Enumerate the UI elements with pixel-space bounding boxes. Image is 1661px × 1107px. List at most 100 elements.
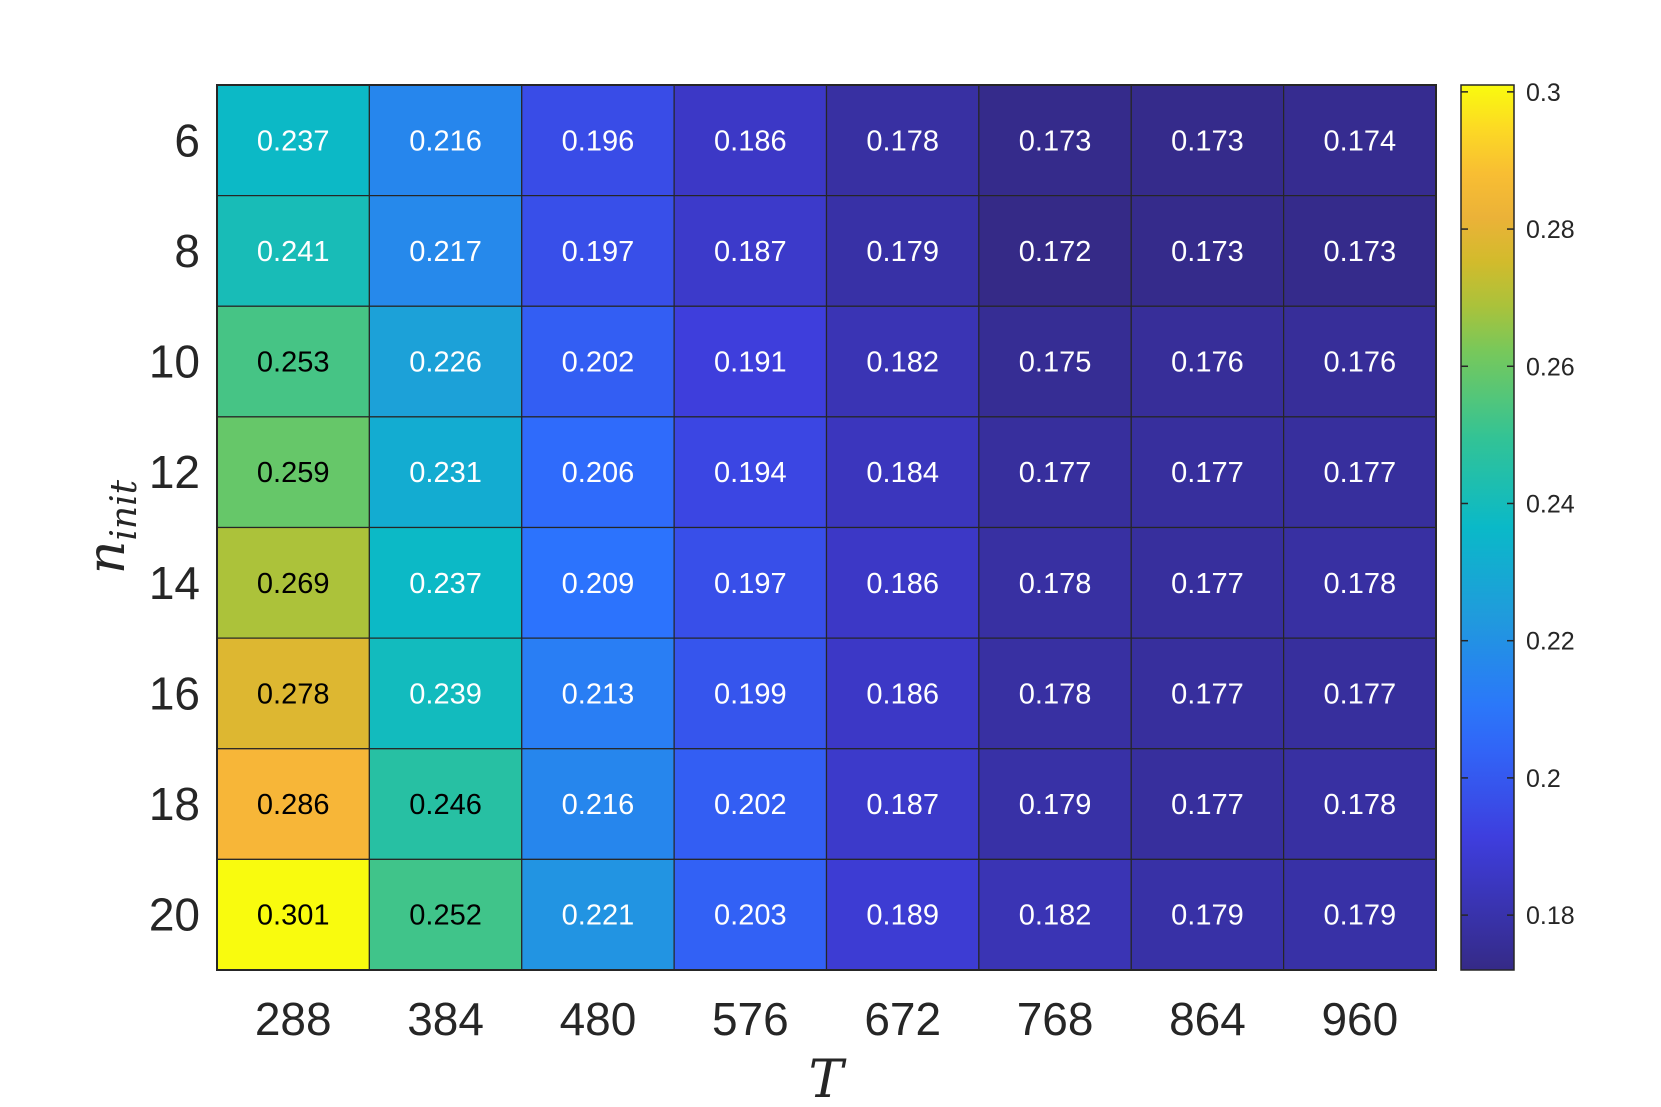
cell-value-label: 0.177: [1171, 789, 1244, 821]
y-tick-label: 12: [149, 446, 200, 498]
cell-value-label: 0.209: [562, 568, 635, 600]
cell-value-label: 0.206: [562, 457, 635, 489]
cell-value-label: 0.216: [409, 125, 482, 157]
cell-value-label: 0.196: [562, 125, 635, 157]
heatmap-cell: [1283, 748, 1437, 860]
colorbar: [1460, 84, 1515, 971]
heatmap-cell: [673, 305, 828, 418]
heatmap-cell: [825, 637, 980, 750]
x-tick-label: 288: [255, 993, 332, 1045]
y-tick-labels: 6 8 10 12 14 16 18 20: [149, 114, 200, 940]
y-tick-label: 10: [149, 336, 200, 388]
cell-value-label: 0.179: [1019, 789, 1092, 821]
colorbar-tick-label: 0.2: [1526, 765, 1561, 793]
cell-value-label: 0.203: [714, 900, 787, 932]
cell-value-label: 0.246: [409, 789, 482, 821]
cell-value-label: 0.226: [409, 347, 482, 379]
cell-value-label: 0.178: [1324, 568, 1397, 600]
heatmap-cell: [825, 526, 980, 639]
cell-value-label: 0.269: [257, 568, 330, 600]
cell-value-label: 0.252: [409, 900, 482, 932]
cell-value-label: 0.259: [257, 457, 330, 489]
colorbar-tick-label: 0.28: [1526, 216, 1575, 244]
x-tick-label: 960: [1321, 993, 1398, 1045]
heatmap-cell: [216, 84, 370, 197]
cell-value-label: 0.179: [866, 236, 939, 268]
colorbar-tick-label: 0.3: [1526, 79, 1561, 107]
x-axis-title: T: [809, 1050, 847, 1107]
heatmap-cell: [1130, 305, 1285, 418]
heatmap-cell: [825, 858, 980, 971]
heatmap-cell: [825, 305, 980, 418]
cell-value-label: 0.221: [562, 900, 635, 932]
plot-frame: [216, 84, 1437, 971]
cell-value-label: 0.217: [409, 236, 482, 268]
cell-value-label: 0.278: [257, 678, 330, 710]
y-tick-label: 16: [149, 667, 200, 719]
svg-text:ninit: ninit: [77, 479, 145, 574]
cell-value-label: 0.177: [1324, 678, 1397, 710]
y-tick-label: 20: [149, 889, 200, 941]
heatmap-cell: [1283, 637, 1437, 750]
cell-value-label: 0.187: [714, 236, 787, 268]
cell-value-label: 0.194: [714, 457, 787, 489]
cell-value-label: 0.179: [1324, 900, 1397, 932]
cell-value-label: 0.231: [409, 457, 482, 489]
heatmap-cell: [1130, 195, 1285, 307]
cell-value-label: 0.197: [714, 568, 787, 600]
heatmap-cell: [368, 84, 523, 197]
cell-value-label: 0.178: [866, 125, 939, 157]
cell-value-label: 0.213: [562, 678, 635, 710]
x-tick-label: 768: [1017, 993, 1094, 1045]
heatmap-cell: [978, 748, 1132, 860]
heatmap-cell: [1130, 526, 1285, 639]
cell-value-label: 0.191: [714, 347, 787, 379]
cell-value-label: 0.239: [409, 678, 482, 710]
heatmap-cell: [673, 195, 828, 307]
heatmap-cell: [673, 526, 828, 639]
cell-value-label: 0.186: [866, 678, 939, 710]
cell-value-label: 0.186: [866, 568, 939, 600]
heatmap-cell: [1130, 416, 1285, 529]
cell-value-label: 0.173: [1019, 125, 1092, 157]
cell-value-label: 0.216: [562, 789, 635, 821]
cell-value-label: 0.286: [257, 789, 330, 821]
cell-value-label: 0.241: [257, 236, 330, 268]
cell-value-label: 0.172: [1019, 236, 1092, 268]
cell-value-label: 0.174: [1324, 125, 1397, 157]
x-tick-label: 480: [560, 993, 637, 1045]
y-axis-title-main: n: [77, 541, 137, 575]
x-tick-label: 576: [712, 993, 789, 1045]
heatmap-cell: [673, 416, 828, 529]
cell-value-label: 0.175: [1019, 347, 1092, 379]
heatmap-cell: [368, 305, 523, 418]
y-tick-label: 18: [149, 778, 200, 830]
cell-value-label: 0.253: [257, 347, 330, 379]
heatmap-cell: [521, 748, 675, 860]
x-tick-labels: 288 384 480 576 672 768 864 960: [255, 993, 1398, 1045]
y-tick-label: 6: [174, 114, 200, 166]
heatmap-cell: [673, 84, 828, 197]
heatmap-cell: [1283, 858, 1437, 971]
cell-value-label: 0.187: [866, 789, 939, 821]
heatmap-cell: [1283, 526, 1437, 639]
cell-value-label: 0.189: [866, 900, 939, 932]
cell-value-label: 0.177: [1019, 457, 1092, 489]
heatmap-cell: [368, 195, 523, 307]
heatmap-cell: [521, 858, 675, 971]
cell-value-label: 0.173: [1171, 125, 1244, 157]
cell-value-label: 0.173: [1324, 236, 1397, 268]
cell-value-label: 0.176: [1324, 347, 1397, 379]
cell-value-label: 0.178: [1019, 568, 1092, 600]
x-tick-label: 384: [407, 993, 484, 1045]
cell-value-label: 0.177: [1324, 457, 1397, 489]
colorbar-tick-label: 0.18: [1526, 902, 1575, 930]
heatmap-cell: [1130, 748, 1285, 860]
cell-value-label: 0.184: [866, 457, 939, 489]
heatmap-cell: [216, 416, 370, 529]
cell-value-label: 0.177: [1171, 457, 1244, 489]
cell-value-label: 0.301: [257, 900, 330, 932]
heatmap-cell: [368, 748, 523, 860]
y-tick-label: 8: [174, 225, 200, 277]
